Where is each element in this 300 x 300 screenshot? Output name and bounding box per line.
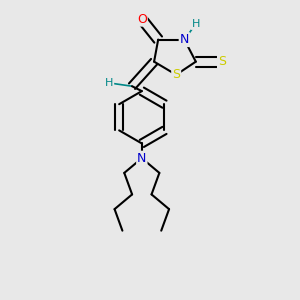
Text: H: H (105, 78, 113, 88)
Text: H: H (192, 19, 200, 29)
Text: N: N (137, 152, 146, 165)
Text: O: O (137, 13, 147, 26)
Text: N: N (180, 33, 189, 46)
Text: S: S (172, 68, 180, 81)
Text: S: S (218, 55, 226, 68)
